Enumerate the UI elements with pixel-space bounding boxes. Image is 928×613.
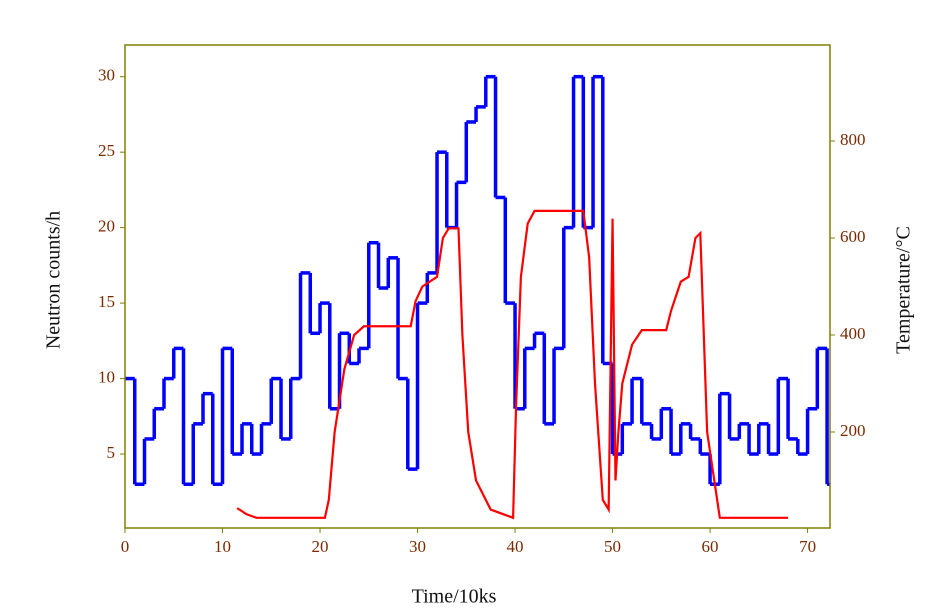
y-tick-label: 30 <box>98 66 115 85</box>
x-tick-label: 20 <box>312 537 329 556</box>
plot-frame <box>124 44 831 529</box>
y2-tick-label: 400 <box>840 324 866 343</box>
y-tick-label: 20 <box>98 217 115 236</box>
y-axis-label: Neutron counts/h <box>43 211 65 349</box>
x-axis-label: Time/10ks <box>412 586 497 608</box>
y-tick-label: 25 <box>98 141 115 160</box>
temperature-line <box>236 209 789 520</box>
y-tick-label: 15 <box>98 292 115 311</box>
plot-area <box>125 74 830 520</box>
y2-tick-label: 600 <box>840 227 866 246</box>
y-tick-label: 5 <box>107 443 116 462</box>
y2-axis-label: Temperature/°C <box>893 226 915 354</box>
x-tick-label: 40 <box>507 537 524 556</box>
x-tick-label: 50 <box>604 537 621 556</box>
x-tick-label: 0 <box>121 537 130 556</box>
x-tick-label: 70 <box>799 537 816 556</box>
y2-tick-label: 200 <box>840 421 866 440</box>
y-tick-label: 10 <box>98 367 115 386</box>
x-tick-label: 10 <box>214 537 231 556</box>
x-tick-label: 60 <box>702 537 719 556</box>
y2-tick-label: 800 <box>840 130 866 149</box>
x-tick-label: 30 <box>409 537 426 556</box>
